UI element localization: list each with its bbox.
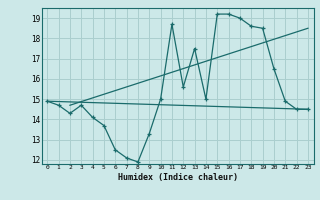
X-axis label: Humidex (Indice chaleur): Humidex (Indice chaleur) [118,173,237,182]
